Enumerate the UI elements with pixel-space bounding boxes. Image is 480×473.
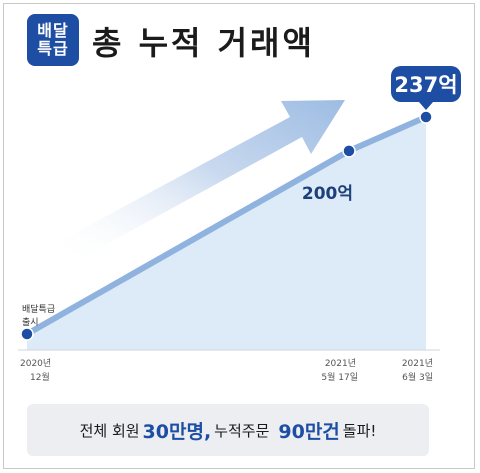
launch-label: 출시 — [22, 317, 39, 328]
banner-members-count: 30만명, — [142, 420, 212, 443]
banner-text-2: 누적주문 — [214, 421, 270, 440]
x-tick-label: 6월 3일 — [402, 371, 433, 383]
banner-text-1: 전체 회원 — [79, 421, 140, 440]
callout-box — [391, 66, 461, 102]
callout-tail — [419, 102, 433, 110]
page-title: 총 누적 거래액 — [92, 24, 315, 62]
callout-label: 237억 — [394, 73, 457, 97]
x-tick-label: 12월 — [30, 371, 50, 383]
data-point — [419, 110, 433, 124]
x-tick-label: 2020년 — [20, 358, 51, 369]
brand-logo: 배달 특급 — [27, 14, 79, 66]
launch-label: 배달특급 — [22, 303, 55, 315]
chart-area — [27, 117, 426, 350]
x-tick-label: 2021년 — [402, 358, 433, 369]
data-label-200: 200억 — [302, 184, 353, 204]
data-point — [342, 144, 356, 158]
summary-banner: 전체 회원 30만명, 누적주문 90만건 돌파! — [27, 404, 429, 456]
x-tick-label: 5월 17일 — [321, 371, 358, 383]
data-point — [20, 327, 34, 341]
x-tick-label: 2021년 — [325, 358, 356, 369]
logo-line-1: 배달 — [37, 21, 69, 40]
logo-line-2: 특급 — [37, 39, 69, 58]
banner-text-3: 돌파! — [342, 421, 377, 440]
trend-arrow — [62, 100, 345, 262]
callout-237: 237억 — [391, 66, 461, 110]
banner-orders-count: 90만건 — [278, 420, 340, 443]
